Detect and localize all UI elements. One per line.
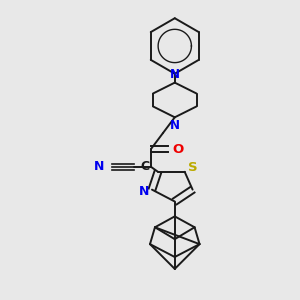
Text: C: C: [140, 160, 149, 173]
Text: S: S: [188, 161, 197, 174]
Text: O: O: [172, 142, 183, 155]
Text: N: N: [139, 185, 149, 198]
Text: N: N: [170, 68, 180, 81]
Text: N: N: [94, 160, 104, 173]
Text: N: N: [170, 119, 180, 132]
